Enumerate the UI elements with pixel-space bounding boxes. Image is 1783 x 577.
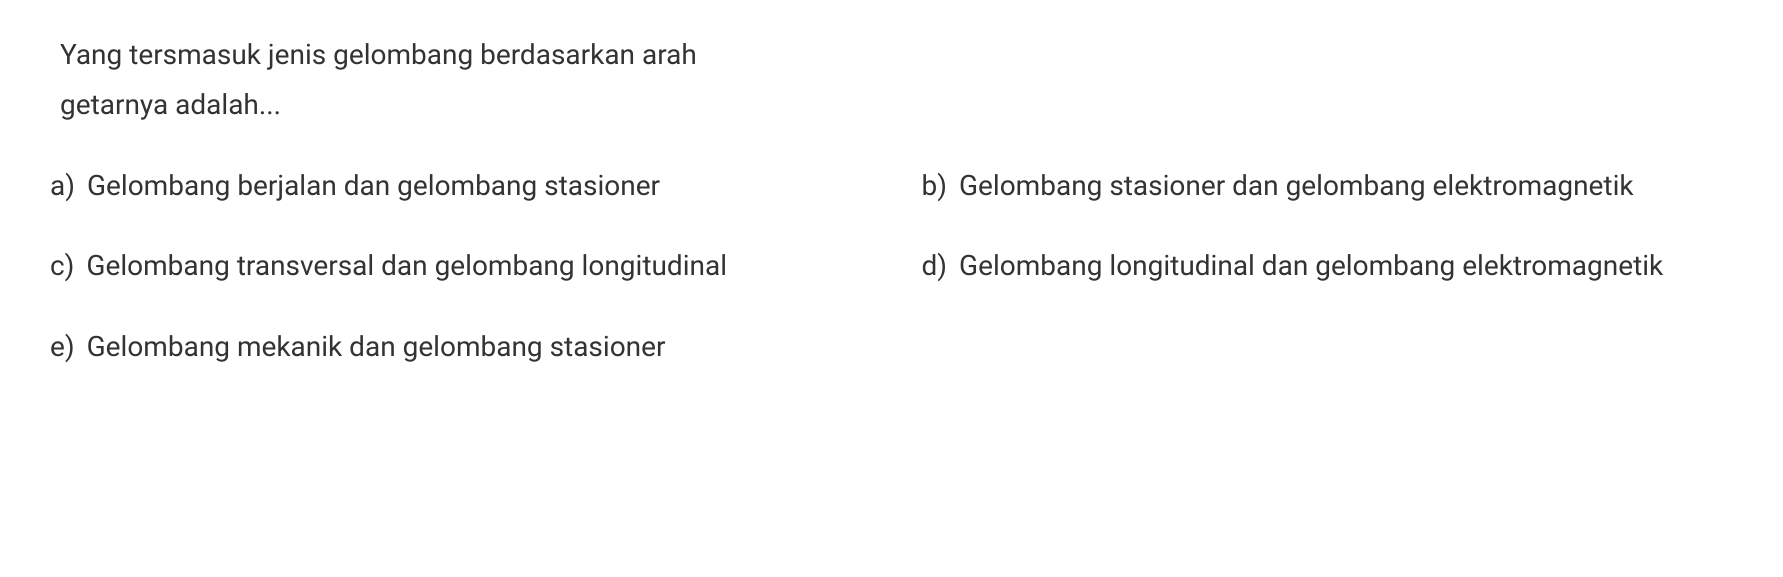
option-b-letter: b) xyxy=(922,161,947,211)
option-b[interactable]: b) Gelombang stasioner dan gelombang ele… xyxy=(922,161,1734,211)
option-e[interactable]: e) Gelombang mekanik dan gelombang stasi… xyxy=(50,322,862,372)
option-c-text: Gelombang transversal dan gelombang long… xyxy=(86,241,861,291)
option-c[interactable]: c) Gelombang transversal dan gelombang l… xyxy=(50,241,862,291)
question-line-2: getarnya adalah... xyxy=(60,80,1733,130)
option-d-letter: d) xyxy=(922,241,948,291)
option-a-letter: a) xyxy=(50,161,75,211)
option-e-letter: e) xyxy=(50,322,75,372)
option-c-letter: c) xyxy=(50,241,74,291)
options-container: a) Gelombang berjalan dan gelombang stas… xyxy=(50,161,1733,372)
option-d[interactable]: d) Gelombang longitudinal dan gelombang … xyxy=(922,241,1734,291)
option-b-text: Gelombang stasioner dan gelombang elektr… xyxy=(959,161,1733,211)
option-e-text: Gelombang mekanik dan gelombang stasione… xyxy=(87,322,862,372)
question-text: Yang tersmasuk jenis gelombang berdasark… xyxy=(50,30,1733,131)
question-line-1: Yang tersmasuk jenis gelombang berdasark… xyxy=(60,30,1733,80)
option-a[interactable]: a) Gelombang berjalan dan gelombang stas… xyxy=(50,161,862,211)
option-d-text: Gelombang longitudinal dan gelombang ele… xyxy=(959,241,1733,291)
option-a-text: Gelombang berjalan dan gelombang stasion… xyxy=(87,161,862,211)
